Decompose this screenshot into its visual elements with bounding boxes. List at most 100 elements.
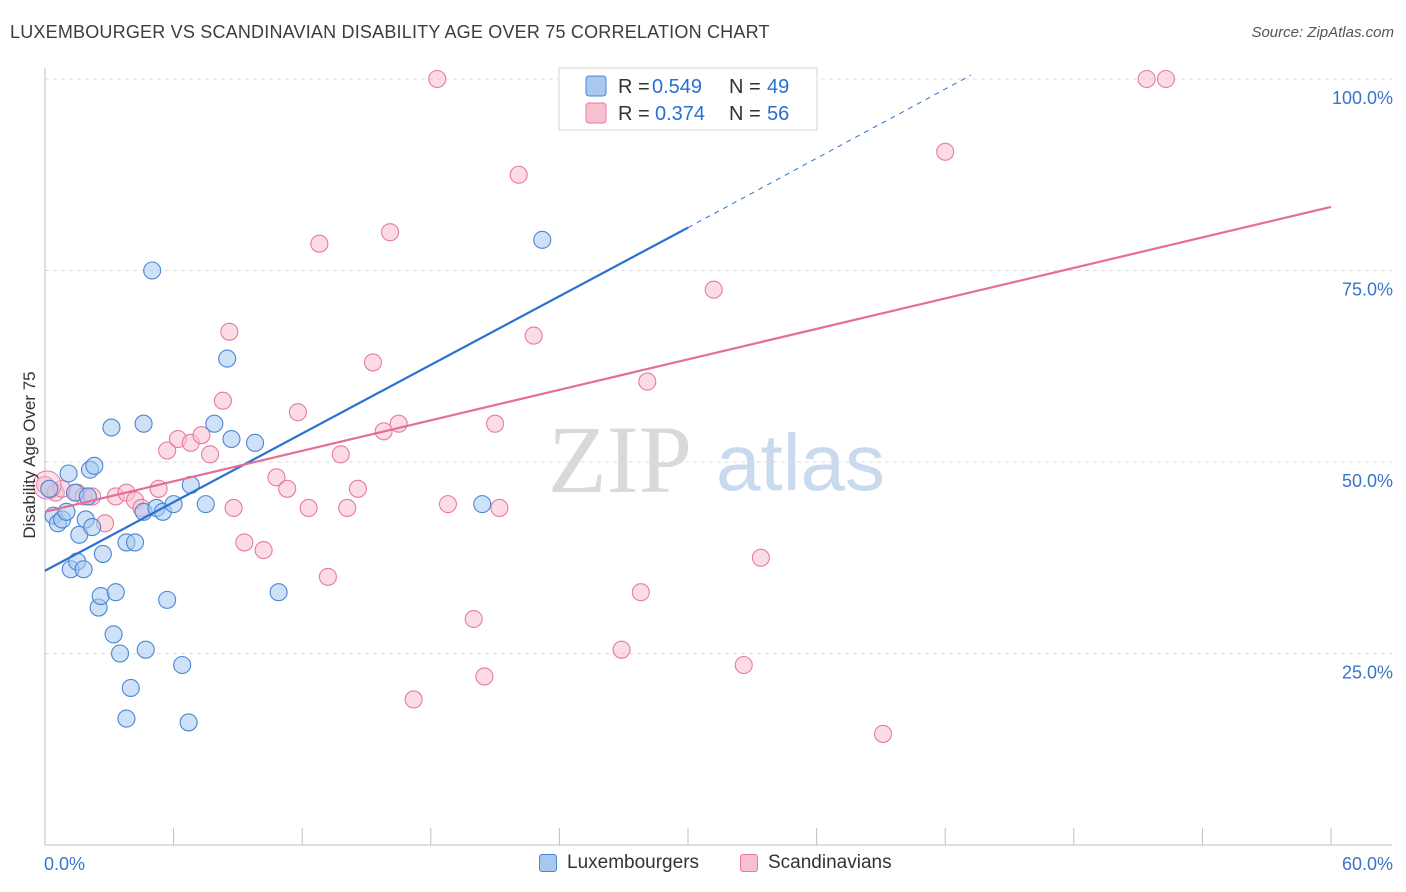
scandinavian-point <box>936 142 955 161</box>
scandinavian-point <box>200 445 220 464</box>
scandinavian-point <box>464 609 483 629</box>
y-axis-title: Disability Age Over 75 <box>20 371 39 538</box>
legend-box: R = 0.549 N = 49 R = 0.374 N = 56 <box>558 67 818 131</box>
chart-title: LUXEMBOURGER VS SCANDINAVIAN DISABILITY … <box>10 22 770 42</box>
scandinavian-point <box>1137 69 1156 89</box>
luxembourger-point <box>106 583 125 602</box>
luxembourger-point <box>91 586 110 606</box>
legend-r-value-1: 0.549 <box>652 76 702 98</box>
scandinavian-point <box>612 640 631 659</box>
scandinavian-point <box>288 403 307 422</box>
scandinavian-point <box>475 667 494 686</box>
legend-swatch-pink <box>585 102 607 124</box>
legend-swatch-scandinavians <box>740 854 758 872</box>
grid-lines <box>45 78 1392 654</box>
scandinavian-point <box>220 322 239 341</box>
scandinavian-point <box>267 468 286 487</box>
luxembourgers-points <box>40 230 552 732</box>
luxembourger-point <box>533 230 552 249</box>
scandinavian-point <box>348 479 367 498</box>
legend-n-value-2: 56 <box>767 103 789 125</box>
luxembourger-point <box>196 495 215 514</box>
luxembourger-point <box>125 533 145 552</box>
scandinavian-point <box>490 498 509 518</box>
legend-r-value-2: 0.374 <box>655 103 705 125</box>
scandinavian-point <box>631 583 650 602</box>
y-tick-label: 100.0% <box>1332 88 1393 108</box>
scandinavian-point <box>638 372 657 391</box>
scandinavian-point <box>1156 69 1176 89</box>
luxembourger-point <box>110 644 130 663</box>
luxembourger-point <box>102 418 121 437</box>
scandinavian-point <box>299 498 318 518</box>
luxembourger-point <box>136 640 155 659</box>
watermark-zip: ZIP <box>548 406 692 513</box>
scandinavian-point <box>404 690 423 709</box>
luxembourger-point <box>134 414 153 433</box>
scandinavian-point <box>158 441 177 460</box>
luxembourger-point <box>117 709 136 728</box>
luxembourgers-trend-line <box>44 226 689 572</box>
x-tick-label: 60.0% <box>1342 854 1393 874</box>
y-tick-label: 50.0% <box>1342 471 1393 491</box>
luxembourger-point <box>179 713 198 732</box>
scandinavians-points <box>32 69 1176 743</box>
tick-labels: 25.0% 50.0% 75.0% 100.0% 0.0% 60.0% <box>44 88 1393 874</box>
scandinavian-point <box>331 445 350 464</box>
scandinavian-point <box>318 567 337 586</box>
luxembourger-point <box>173 655 192 675</box>
legend-item-luxembourgers: Luxembourgers <box>539 852 699 874</box>
scandinavian-point <box>704 280 723 299</box>
bottom-legend: Luxembourgers Scandinavians <box>0 852 1406 878</box>
scandinavian-point <box>310 234 329 253</box>
legend-n-label-2: N = <box>729 103 761 125</box>
legend-swatch-blue <box>585 75 607 97</box>
luxembourger-point <box>222 429 241 449</box>
y-tick-label: 75.0% <box>1342 280 1393 300</box>
scandinavian-point <box>278 479 297 498</box>
scandinavian-point <box>224 498 243 518</box>
legend-label-luxembourgers: Luxembourgers <box>567 852 700 873</box>
scandinavian-point <box>192 426 211 445</box>
axes <box>44 68 1392 846</box>
scandinavian-point <box>338 498 357 518</box>
scandinavian-point <box>213 391 232 410</box>
scandinavians-trend-line <box>44 205 1332 513</box>
legend-label-scandinavians: Scandinavians <box>768 852 892 873</box>
trend-lines <box>44 74 1332 572</box>
scandinavian-point <box>428 69 447 89</box>
scandinavian-point <box>235 533 254 552</box>
legend-n-value-1: 49 <box>767 76 789 98</box>
y-tick-label: 25.0% <box>1342 663 1393 683</box>
luxembourger-point <box>158 590 177 609</box>
legend-r-label-1: R = <box>618 76 650 98</box>
legend-swatch-luxembourgers <box>539 854 557 872</box>
x-tick-label: 0.0% <box>44 854 85 874</box>
scandinavian-point <box>873 724 893 743</box>
luxembourger-point <box>93 544 112 563</box>
source-label: Source: ZipAtlas.com <box>1251 24 1394 41</box>
luxembourger-point <box>218 349 237 368</box>
luxembourger-point <box>59 464 78 483</box>
scandinavian-point <box>254 541 273 560</box>
luxembourger-point <box>40 479 59 498</box>
luxembourger-point <box>143 261 162 280</box>
luxembourger-point <box>245 433 265 452</box>
scandinavian-point <box>524 326 543 345</box>
scandinavian-point <box>438 495 457 514</box>
scandinavian-point <box>381 223 400 242</box>
luxembourger-point <box>85 456 104 475</box>
luxembourger-point <box>473 495 492 514</box>
legend-item-scandinavians: Scandinavians <box>740 852 892 874</box>
luxembourgers-trend-extension <box>687 74 972 229</box>
luxembourger-point <box>205 414 224 433</box>
legend-n-label-1: N = <box>729 76 761 98</box>
luxembourger-point <box>74 560 93 579</box>
scandinavian-point <box>509 165 528 184</box>
luxembourger-point <box>104 625 123 644</box>
luxembourger-point <box>121 678 140 698</box>
luxembourger-point <box>269 583 288 602</box>
scandinavian-point <box>363 353 382 372</box>
scandinavian-point <box>734 655 753 675</box>
